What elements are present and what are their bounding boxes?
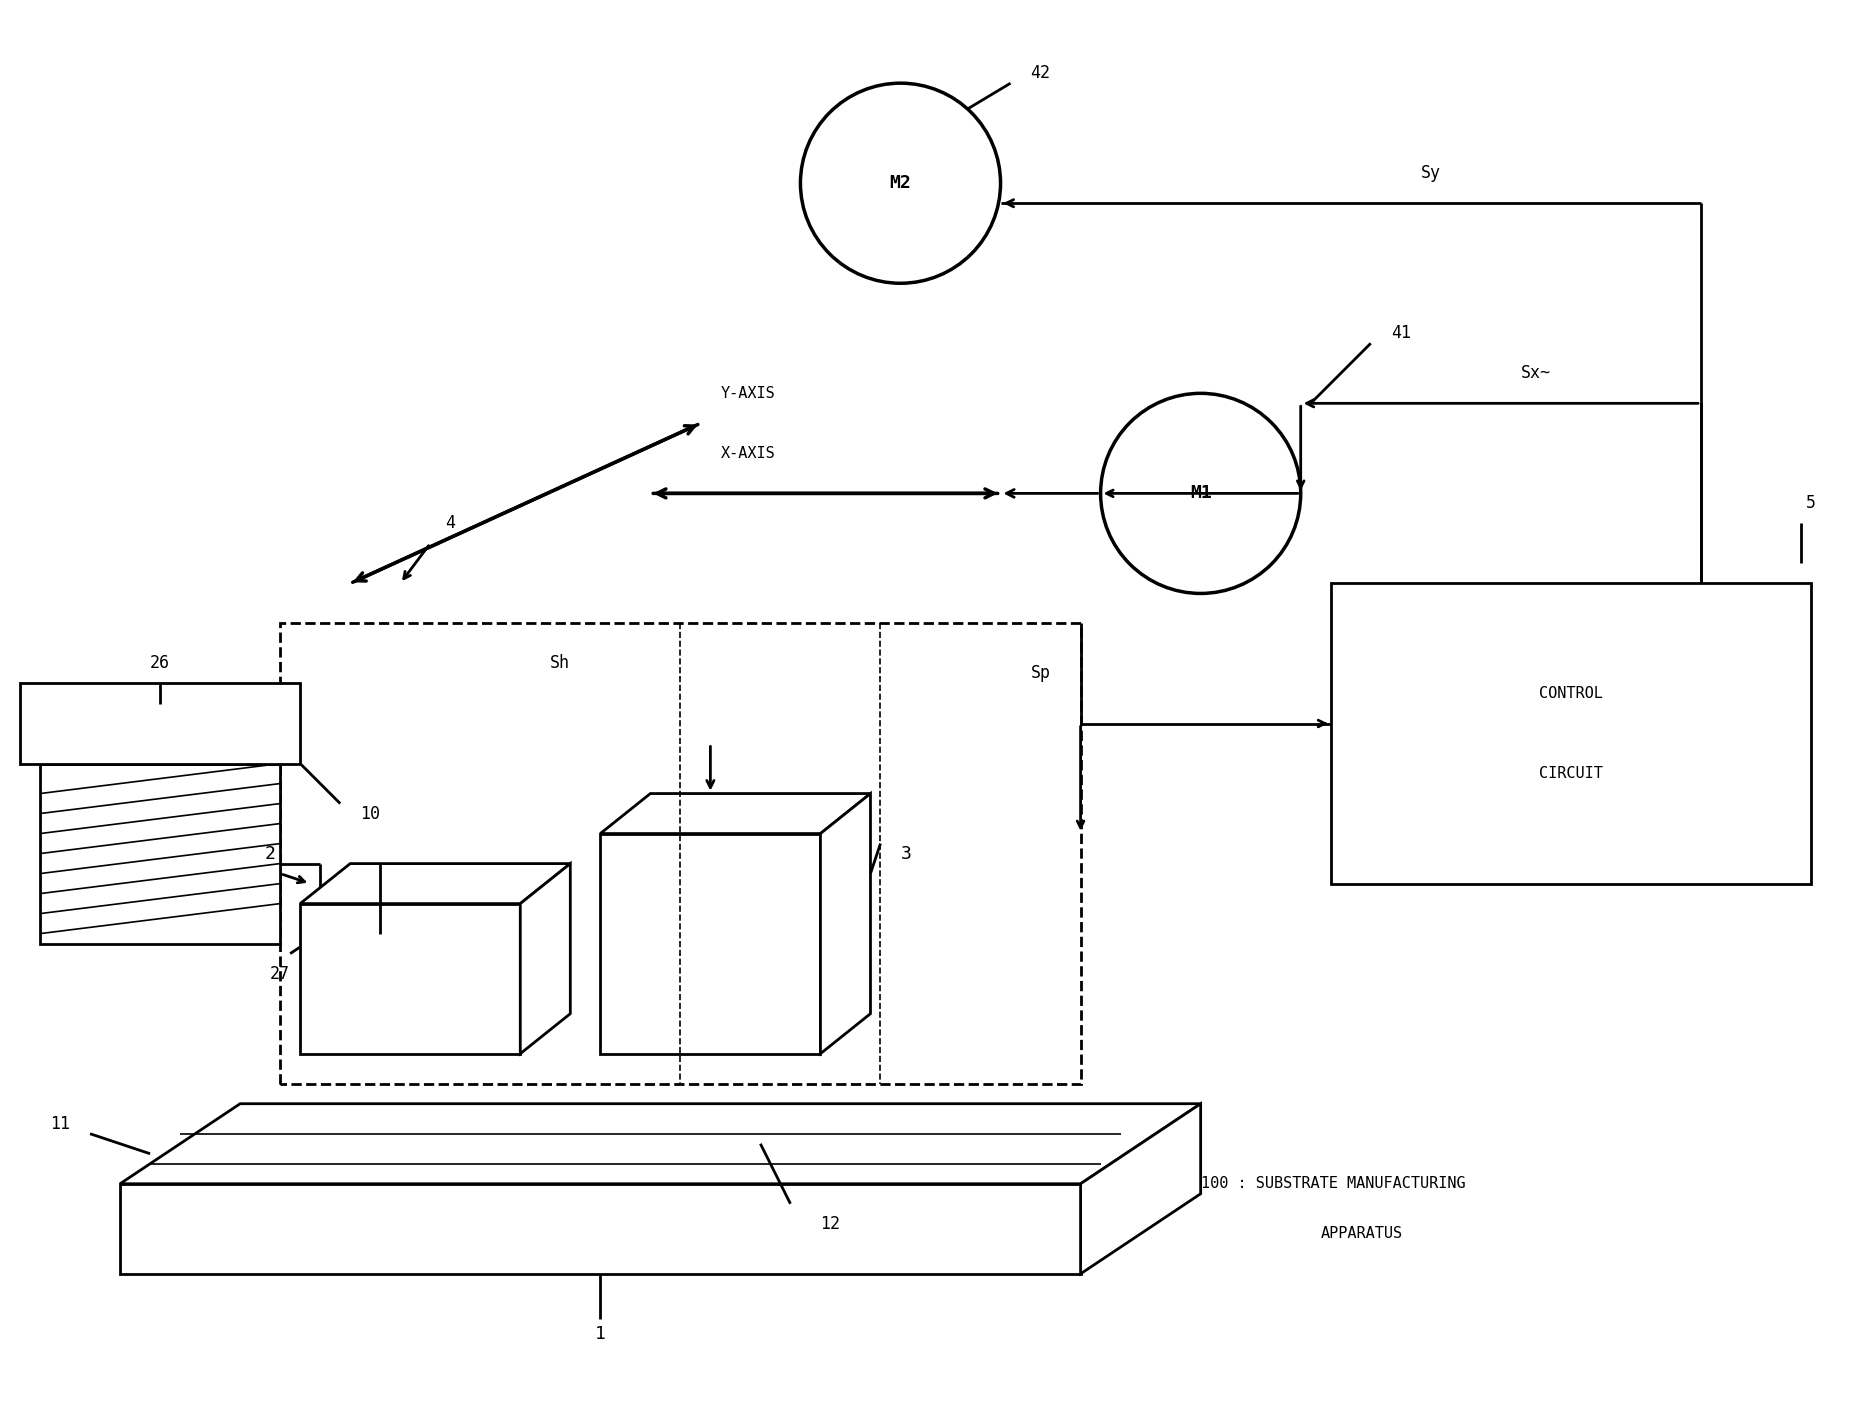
Text: Sh: Sh [550, 654, 570, 673]
Circle shape [800, 83, 1001, 283]
Polygon shape [41, 764, 280, 944]
Text: 3: 3 [900, 844, 911, 862]
Text: Sx~: Sx~ [1522, 364, 1551, 383]
Text: Sp: Sp [1031, 664, 1051, 682]
Text: 10: 10 [361, 805, 379, 823]
Text: 27: 27 [270, 965, 291, 982]
Text: 41: 41 [1390, 324, 1410, 342]
Text: 2: 2 [265, 844, 276, 862]
Polygon shape [1081, 1103, 1201, 1273]
Text: Y-AXIS: Y-AXIS [720, 386, 776, 401]
Text: M2: M2 [890, 174, 911, 193]
Text: 4: 4 [446, 515, 455, 532]
Bar [300, 903, 520, 1054]
Polygon shape [520, 864, 570, 1054]
Text: CONTROL: CONTROL [1538, 687, 1603, 701]
Text: 26: 26 [150, 654, 170, 673]
Text: CIRCUIT: CIRCUIT [1538, 765, 1603, 781]
Text: 1: 1 [594, 1325, 605, 1342]
Text: 11: 11 [50, 1114, 70, 1133]
Text: X-AXIS: X-AXIS [720, 446, 776, 461]
Polygon shape [600, 794, 870, 833]
Text: 5: 5 [1807, 494, 1816, 512]
Bar [1331, 584, 1810, 884]
Polygon shape [300, 864, 570, 903]
Bar [20, 684, 300, 764]
Text: M1: M1 [1190, 484, 1212, 502]
Text: APPARATUS: APPARATUS [1322, 1227, 1403, 1241]
Text: 100 : SUBSTRATE MANUFACTURING: 100 : SUBSTRATE MANUFACTURING [1201, 1176, 1466, 1192]
Text: Sy: Sy [1422, 165, 1440, 183]
Polygon shape [120, 1103, 1201, 1183]
Text: 42: 42 [1031, 65, 1051, 82]
Polygon shape [820, 794, 870, 1054]
Text: 12: 12 [820, 1214, 840, 1233]
Circle shape [1101, 394, 1301, 594]
Polygon shape [120, 1183, 1081, 1273]
Bar [600, 833, 820, 1054]
